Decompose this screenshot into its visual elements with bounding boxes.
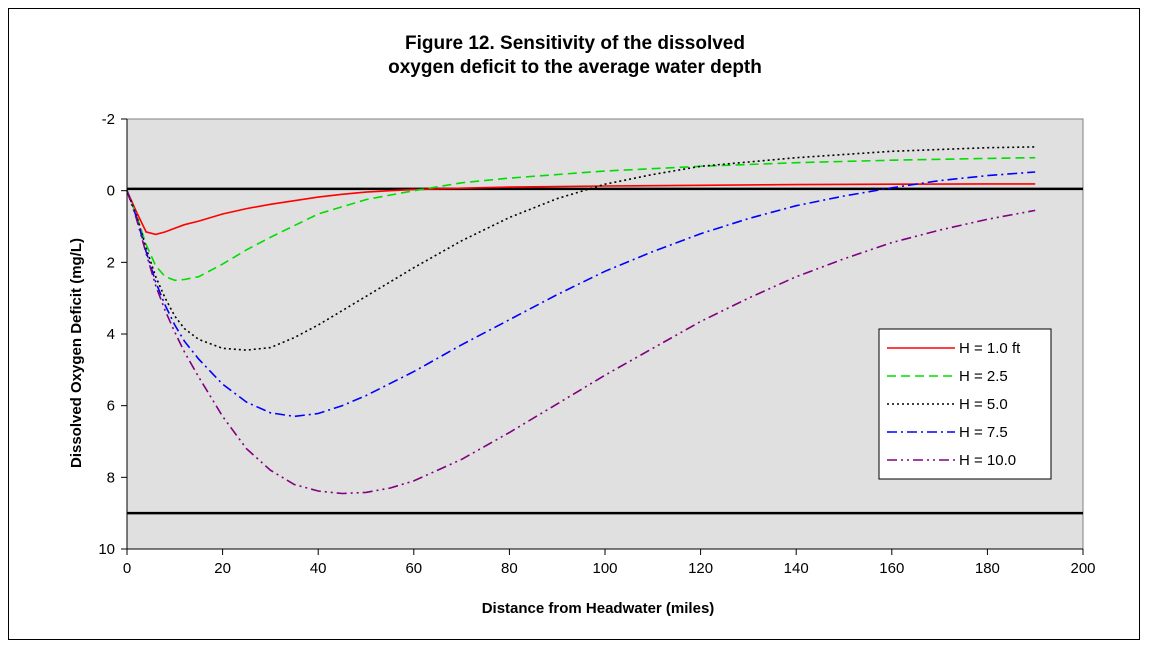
x-tick-label: 40 bbox=[310, 560, 327, 577]
x-tick-label: 100 bbox=[592, 560, 617, 577]
y-tick-label: 0 bbox=[107, 183, 115, 200]
legend-label: H = 10.0 bbox=[959, 452, 1016, 469]
x-tick-label: 0 bbox=[123, 560, 131, 577]
x-tick-label: 180 bbox=[975, 560, 1000, 577]
series-line-2 bbox=[126, 156, 1036, 282]
x-tick-label: 200 bbox=[1070, 560, 1095, 577]
x-tick-label: 60 bbox=[405, 560, 422, 577]
chart-frame: Figure 12. Sensitivity of the dissolved … bbox=[8, 8, 1140, 640]
x-tick-label: 140 bbox=[784, 560, 809, 577]
chart: Figure 12. Sensitivity of the dissolved … bbox=[68, 33, 1096, 617]
series-line-1 bbox=[126, 183, 1036, 236]
legend-label: H = 2.5 bbox=[959, 368, 1008, 385]
y-tick-label: 10 bbox=[98, 541, 115, 558]
x-tick-label: 160 bbox=[879, 560, 904, 577]
x-tick-label: 20 bbox=[214, 560, 231, 577]
y-tick-label: 6 bbox=[107, 398, 115, 415]
y-axis-title: Dissolved Oxygen Deficit (mg/L) bbox=[68, 238, 85, 468]
legend-label: H = 1.0 ft bbox=[959, 340, 1021, 357]
y-tick-label: 4 bbox=[107, 326, 115, 343]
x-tick-label: 120 bbox=[688, 560, 713, 577]
y-tick-label: -2 bbox=[102, 111, 115, 128]
y-tick-label: 2 bbox=[107, 254, 115, 271]
chart-title-line2: oxygen deficit to the average water dept… bbox=[388, 57, 762, 78]
chart-title-line1: Figure 12. Sensitivity of the dissolved bbox=[405, 33, 745, 54]
legend-label: H = 7.5 bbox=[959, 424, 1008, 441]
series-line-5 bbox=[126, 190, 1036, 495]
legend-label: H = 5.0 bbox=[959, 396, 1008, 413]
x-axis-title: Distance from Headwater (miles) bbox=[482, 600, 715, 617]
x-tick-label: 80 bbox=[501, 560, 518, 577]
series-line-4 bbox=[126, 171, 1036, 418]
legend: H = 1.0 ft H = 2.5 H = 5.0 H = 7.5 H = 10.0 bbox=[878, 328, 1052, 480]
y-tick-label: 8 bbox=[107, 469, 115, 486]
